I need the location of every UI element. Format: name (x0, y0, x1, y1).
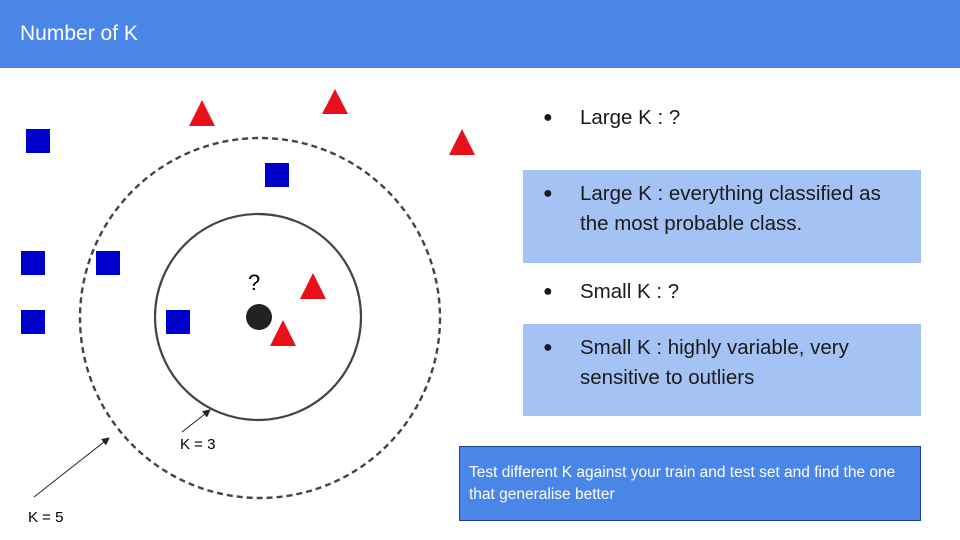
class-a-square (265, 163, 289, 187)
class-b-triangle (270, 320, 296, 346)
query-point (246, 304, 272, 330)
bullet-small-k-question: ● Small K : ? (523, 277, 921, 307)
k3-circle (153, 212, 363, 422)
k5-arrow (33, 437, 110, 498)
title-bar: Number of K (0, 0, 960, 68)
bullet-large-k-answer: ● Large K : everything classified as the… (523, 170, 921, 263)
class-b-triangle (322, 89, 348, 114)
query-label: ? (248, 270, 260, 295)
bullet-text: Small K : highly variable, very sensitiv… (580, 336, 849, 389)
bullet-text: Small K : ? (580, 280, 680, 303)
class-b-triangle (449, 129, 475, 155)
k5-circle (78, 136, 442, 500)
class-b-triangle (300, 273, 326, 299)
k3-label: K = 3 (180, 436, 215, 453)
note-text: Test different K against your train and … (469, 464, 896, 503)
k3-arrow (181, 409, 211, 433)
bullet-text: Large K : everything classified as the m… (580, 182, 881, 235)
class-a-square (96, 251, 120, 275)
bullet-marker: ● (543, 283, 553, 300)
bullet-large-k-question: ● Large K : ? (523, 103, 921, 133)
note-box: Test different K against your train and … (459, 446, 921, 521)
class-b-triangle (189, 100, 215, 126)
bullet-marker: ● (543, 109, 553, 126)
bullet-text: Large K : ? (580, 106, 681, 129)
knn-diagram: ? K = 3 K = 5 (21, 89, 475, 526)
class-a-square (21, 310, 45, 334)
bullet-marker: ● (543, 185, 553, 202)
class-a-square (21, 251, 45, 275)
class-a-square (166, 310, 190, 334)
class-a-square (26, 129, 50, 153)
k5-label: K = 5 (28, 509, 63, 526)
bullet-marker: ● (543, 339, 553, 356)
bullet-small-k-answer: ● Small K : highly variable, very sensit… (523, 324, 921, 416)
slide-title: Number of K (20, 22, 138, 45)
